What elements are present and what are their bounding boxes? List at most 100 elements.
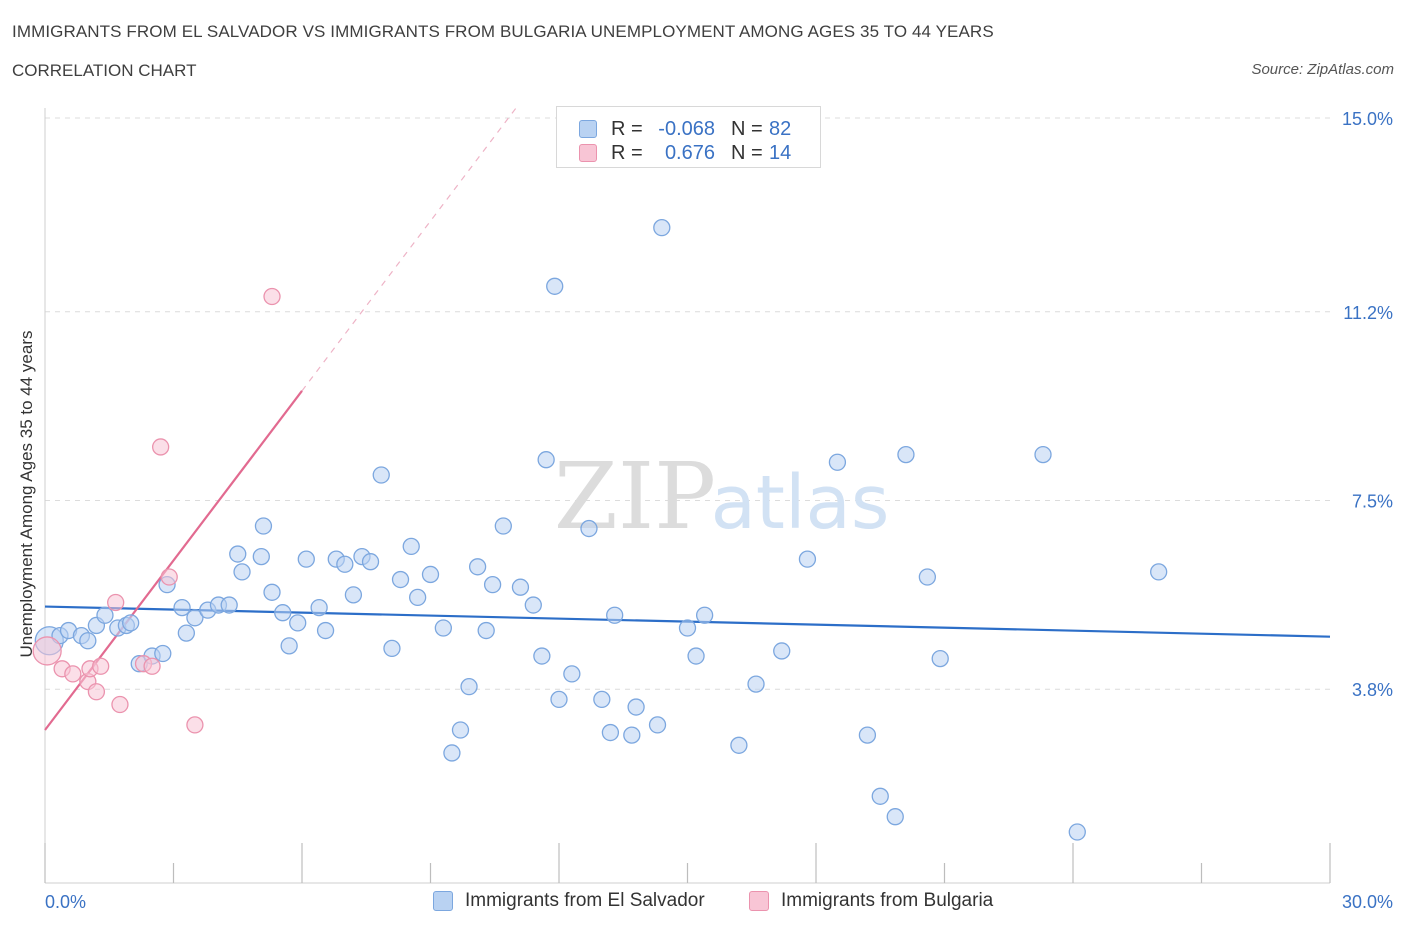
bulgaria-trend-extension (301, 107, 517, 392)
n-value: 14 (769, 141, 792, 164)
el-salvador-point (593, 690, 611, 709)
el-salvador-point (468, 558, 487, 576)
legend-row-bulgaria: R = 0.676 N = 14 (579, 141, 791, 165)
el-salvador-point (79, 632, 97, 650)
el-salvador-point (421, 565, 440, 584)
el-salvador-point (580, 519, 598, 538)
el-salvador-point (546, 277, 564, 295)
el-salvador-point (494, 517, 512, 535)
legend-row-el-salvador: R = -0.068 N = 82 (579, 117, 791, 141)
source-credit: Source: ZipAtlas.com (1251, 61, 1394, 78)
watermark-atlas: atlas (711, 460, 890, 546)
el-salvador-point (730, 736, 748, 754)
el-salvador-point (274, 604, 292, 622)
bulgaria-swatch (749, 891, 769, 911)
el-salvador-point (747, 675, 765, 693)
bulgaria-point (160, 568, 178, 586)
bulgaria-point (111, 695, 129, 714)
r-value: 0.676 (664, 141, 715, 164)
el-salvador-point (96, 606, 114, 624)
el-salvador-point (931, 649, 949, 668)
el-salvador-point (443, 744, 461, 762)
n-value: 82 (769, 117, 792, 140)
el-salvador-point (606, 606, 624, 624)
el-salvador-point (695, 606, 714, 624)
bulgaria-point (32, 636, 62, 666)
el-salvador-point (310, 598, 328, 617)
el-salvador-point (220, 596, 238, 614)
bulgaria-point (64, 665, 82, 683)
y-tick-label: 3.8% (1352, 680, 1393, 700)
el-salvador-point (173, 598, 191, 617)
x-tick-label: 0.0% (45, 892, 86, 912)
bulgaria-point (151, 438, 170, 456)
el-salvador-point (254, 517, 273, 535)
chart-title: IMMIGRANTS FROM EL SALVADOR VS IMMIGRANT… (12, 22, 994, 41)
el-salvador-point (533, 647, 551, 665)
el-salvador-point (648, 716, 667, 734)
el-salvador-point (653, 218, 671, 237)
el-salvador-point (177, 624, 196, 642)
el-salvador-point (1150, 563, 1168, 581)
legend-item-bulgaria: Immigrants from Bulgaria (749, 890, 993, 912)
el-salvador-point (280, 637, 298, 655)
axes (44, 108, 1331, 884)
el-salvador-point (344, 586, 363, 604)
el-salvador-point (550, 690, 568, 709)
el-salvador-point (1034, 445, 1052, 464)
el-salvador-point (122, 614, 140, 632)
el-salvador-point (289, 614, 307, 632)
el-salvador-point (316, 621, 335, 640)
n-label: N = (731, 117, 763, 140)
el-salvador-point (408, 588, 427, 607)
el-salvador-point (434, 619, 453, 637)
bulgaria-point (186, 716, 204, 734)
el-salvador-point (687, 647, 705, 665)
el-salvador-point (263, 583, 281, 601)
n-label: N = (731, 141, 763, 164)
el-salvador-point (186, 609, 204, 627)
el-salvador-point (563, 665, 581, 683)
el-salvador-point (460, 678, 478, 696)
el-salvador-point (537, 451, 555, 469)
legend-label-bulgaria: Immigrants from Bulgaria (781, 890, 994, 911)
el-salvador-point (336, 555, 354, 573)
el-salvador-point (828, 453, 847, 471)
el-salvador-point (451, 721, 470, 739)
el-salvador-point (858, 726, 877, 744)
bulgaria-swatch (579, 144, 597, 162)
bulgaria-point (107, 593, 125, 612)
el-salvador-point (524, 596, 542, 614)
el-salvador-point (886, 808, 904, 826)
el-salvador-point (483, 576, 502, 594)
bulgaria-point (143, 657, 161, 675)
el-salvador-point (1068, 823, 1086, 841)
el-salvador-point (391, 570, 410, 589)
el-salvador-point (627, 698, 645, 716)
el-salvador-point (252, 547, 270, 566)
bulgaria-point (87, 683, 106, 701)
el-salvador-point (897, 445, 915, 464)
el-salvador-point (361, 553, 380, 571)
tick-labels: 3.8% 7.5% 11.2% 15.0% 0.0% 30.0% (45, 109, 1393, 912)
el-salvador-swatch (579, 120, 597, 138)
el-salvador-point (372, 466, 390, 484)
el-salvador-point (871, 787, 889, 805)
el-salvador-point (297, 550, 315, 568)
el-salvador-point (601, 723, 620, 742)
r-label: R = (611, 117, 643, 140)
chart-subtitle: CORRELATION CHART (12, 61, 197, 80)
x-tick-label: 30.0% (1342, 892, 1393, 912)
el-salvador-point (918, 568, 937, 586)
y-tick-label: 11.2% (1343, 303, 1393, 323)
trend-lines (44, 107, 1331, 731)
el-salvador-point (511, 578, 530, 596)
watermark: ZIP atlas (554, 443, 890, 550)
el-salvador-point (229, 545, 247, 563)
grid-lines (45, 117, 1330, 690)
correlation-legend: R = -0.068 N = 82 R = 0.676 N = 14 (556, 106, 821, 168)
bulgaria-point (92, 657, 110, 675)
y-axis-label: Unemployment Among Ages 35 to 44 years (17, 330, 36, 658)
el-salvador-point (798, 550, 817, 568)
